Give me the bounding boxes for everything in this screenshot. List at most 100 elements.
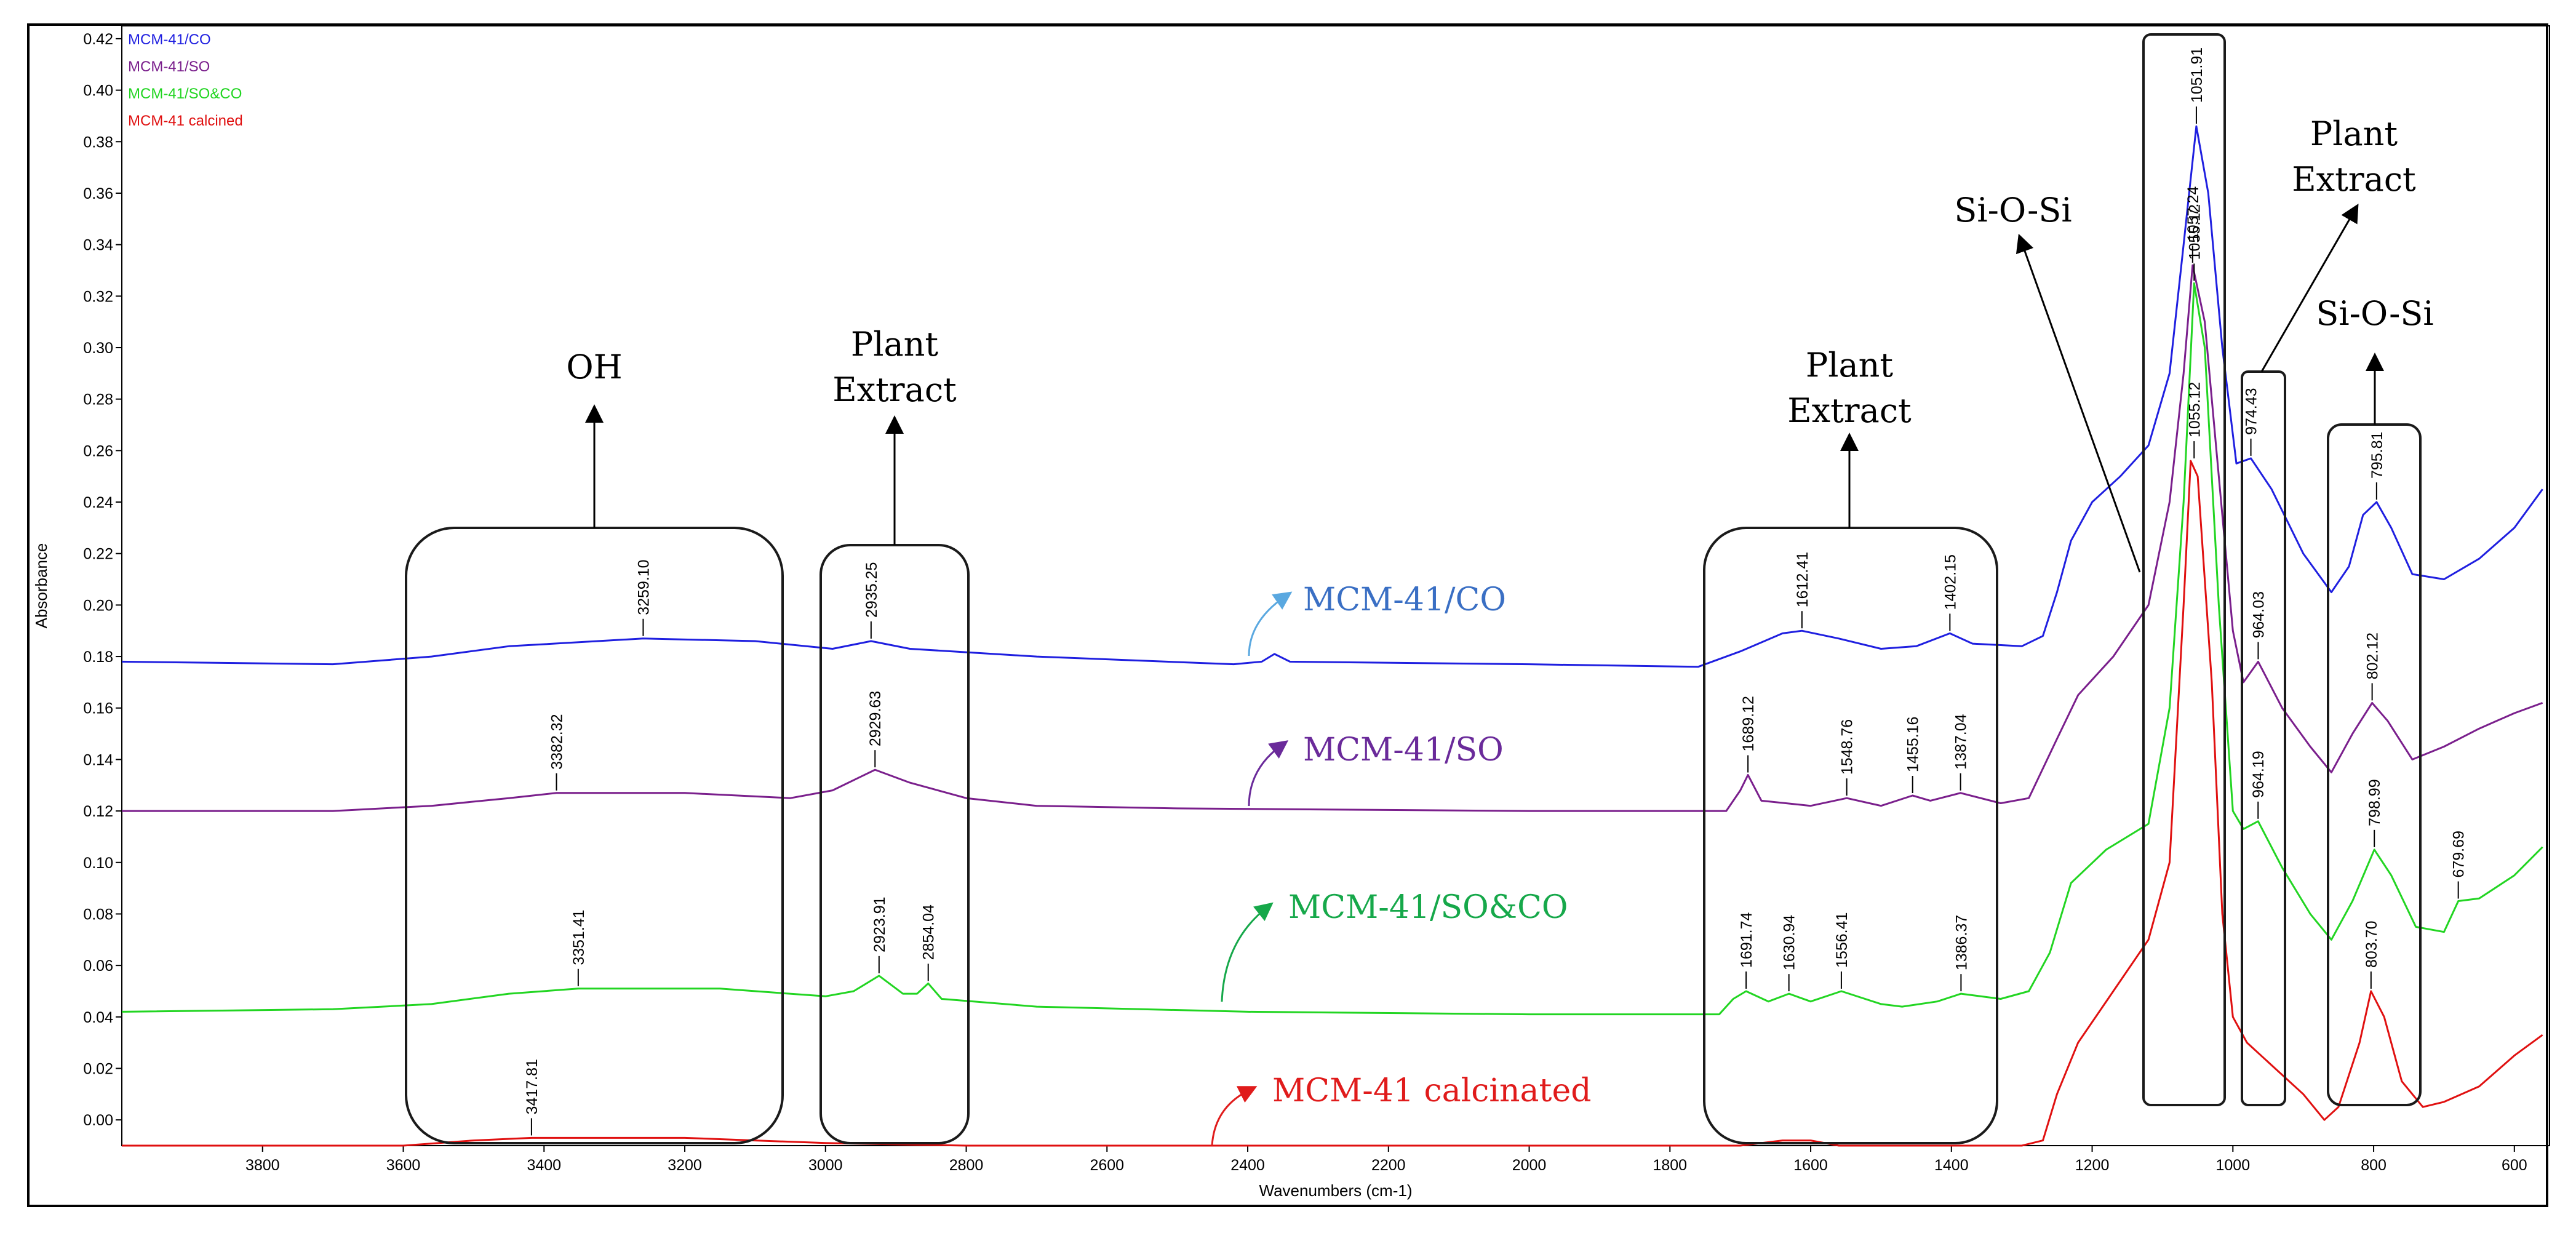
peak-label: 1055.12 <box>2186 204 2203 260</box>
peak-label: 803.70 <box>2363 920 2380 967</box>
y-tick-label: 0.30 <box>83 340 113 357</box>
peak-label: 3351.41 <box>570 909 588 965</box>
y-tick-label: 0.18 <box>83 648 113 666</box>
y-tick-label: 0.20 <box>83 597 113 614</box>
peak-label: 3417.81 <box>524 1059 541 1114</box>
series-line-1 <box>122 264 2543 812</box>
peak-label: 2929.63 <box>867 691 884 746</box>
plant-extract-box-3 <box>2241 370 2286 1106</box>
series-label-so: MCM-41/SO <box>1303 732 1504 768</box>
peak-label: 1689.12 <box>1740 696 1757 751</box>
legend-entry-1: MCM-41/SO <box>128 58 210 75</box>
legend-entry-0: MCM-41/CO <box>128 31 211 48</box>
y-tick-label: 0.36 <box>83 185 113 202</box>
spectra <box>121 125 2543 1147</box>
figure-frame <box>27 23 2548 1207</box>
si-o-si-box-2 <box>2327 423 2422 1106</box>
peak-label: 2935.25 <box>863 562 880 618</box>
plant-extract-box-1 <box>819 544 970 1144</box>
peak-label: 795.81 <box>2369 432 2386 479</box>
peak-labels: 3259.10 2935.25 1612.41 1402.15 1051.91 974.4… <box>524 47 2468 1136</box>
x-tick-label: 3600 <box>386 1157 421 1174</box>
annotation-si-o-si-2: Si-O-Si <box>2316 294 2433 333</box>
peak-label: 679.69 <box>2450 831 2468 877</box>
peak-label: 964.19 <box>2250 751 2267 797</box>
series-arrow-co <box>1248 591 1293 656</box>
peak-label: 1057.24 <box>2185 186 2202 242</box>
y-tick-label: 0.02 <box>83 1060 113 1077</box>
series-arrow-so <box>1248 740 1289 807</box>
y-tick-label: 0.42 <box>83 31 113 48</box>
y-axis-label: Absorbance <box>32 543 50 629</box>
x-tick-label: 2800 <box>949 1157 984 1174</box>
peak-label: 974.43 <box>2243 388 2260 434</box>
x-tick-label: 2000 <box>1512 1157 1547 1174</box>
y-tick-label: 0.26 <box>83 442 113 460</box>
x-tick-label: 1600 <box>1793 1157 1828 1174</box>
y-tick-label: 0.04 <box>83 1009 113 1026</box>
series-label-soco: MCM-41/SO&CO <box>1288 889 1568 926</box>
x-tick-label: 2600 <box>1090 1157 1124 1174</box>
series-line-0 <box>121 125 2543 668</box>
y-tick-label: 0.40 <box>83 82 113 100</box>
legend: MCM-41/CO MCM-41/SO MCM-41/SO&CO MCM-41 cal… <box>128 31 243 129</box>
peak-label: 2923.91 <box>871 896 888 952</box>
peak-label: 1055.12 <box>2186 382 2203 437</box>
x-tick-label: 2400 <box>1230 1157 1265 1174</box>
axes: 0.00 0.02 0.04 0.06 0.08 0.10 0.12 0.14 0.16 0.18… <box>32 25 2550 1200</box>
y-tick-label: 0.22 <box>83 546 113 563</box>
peak-label: 1386.37 <box>1953 915 1970 970</box>
y-tick-label: 0.28 <box>83 391 113 409</box>
plant-extract-box-2 <box>1703 527 1998 1144</box>
annotation-plant-extract-2: Extract <box>1787 391 1912 430</box>
y-tick-label: 0.34 <box>83 237 113 254</box>
annotation-plant-extract-3: Plant <box>2310 114 2398 153</box>
annotation-plant-extract-1: Plant <box>851 325 939 364</box>
y-tick-label: 0.06 <box>83 957 113 975</box>
y-tick-label: 0.12 <box>83 803 113 820</box>
x-tick-label: 1400 <box>1934 1157 1969 1174</box>
peak-label: 2854.04 <box>920 904 938 960</box>
series-arrow-calcined <box>1211 1086 1258 1146</box>
x-axis-label: Wavenumbers (cm-1) <box>1259 1181 1413 1200</box>
legend-entry-2: MCM-41/SO&CO <box>128 86 242 102</box>
peak-label: 1630.94 <box>1781 915 1798 970</box>
annotation-plant-extract-3: Extract <box>2292 160 2416 199</box>
peak-label: 1556.41 <box>1833 912 1851 968</box>
x-tick-label: 1200 <box>2075 1157 2110 1174</box>
x-tick-label: 3800 <box>245 1157 280 1174</box>
peak-label: 1612.41 <box>1794 552 1811 607</box>
annotation-plant-extract-1: Extract <box>832 370 957 409</box>
si-o-si-arrow-1 <box>2016 233 2141 573</box>
y-tick-label: 0.14 <box>83 751 113 768</box>
y-tick-label: 0.24 <box>83 494 113 511</box>
annotation-plant-extract-2: Plant <box>1806 346 1894 385</box>
peak-label: 3259.10 <box>635 559 652 615</box>
peak-label: 1387.04 <box>1953 714 1970 769</box>
x-tick-label: 600 <box>2502 1157 2527 1174</box>
y-tick-label: 0.16 <box>83 700 113 717</box>
peak-label: 964.03 <box>2250 591 2267 638</box>
legend-entry-3: MCM-41 calcined <box>128 113 243 129</box>
x-tick-label: 3400 <box>527 1157 561 1174</box>
peak-label: 1051.91 <box>2188 47 2206 103</box>
series-line-3 <box>122 460 2543 1147</box>
annotation-si-o-si-1: Si-O-Si <box>1954 191 2072 229</box>
series-line-2 <box>121 282 2543 1016</box>
peak-label: 1548.76 <box>1839 719 1856 775</box>
peak-label: 798.99 <box>2366 779 2383 826</box>
x-tick-label: 1800 <box>1653 1157 1687 1174</box>
peak-label: 1402.15 <box>1942 554 1959 610</box>
x-tick-label: 3000 <box>808 1157 843 1174</box>
series-label-calcined: MCM-41 calcinated <box>1272 1072 1592 1109</box>
oh-box <box>405 527 784 1144</box>
peak-label: 1455.16 <box>1905 717 1922 772</box>
peak-label: 802.12 <box>2364 632 2382 679</box>
series-arrow-soco <box>1221 902 1274 1002</box>
y-tick-label: 0.08 <box>83 906 113 923</box>
x-tick-label: 3200 <box>668 1157 702 1174</box>
si-o-si-box-1 <box>2142 33 2226 1106</box>
plant-extract-arrow-3 <box>2260 204 2359 372</box>
y-tick-label: 0.32 <box>83 288 113 305</box>
